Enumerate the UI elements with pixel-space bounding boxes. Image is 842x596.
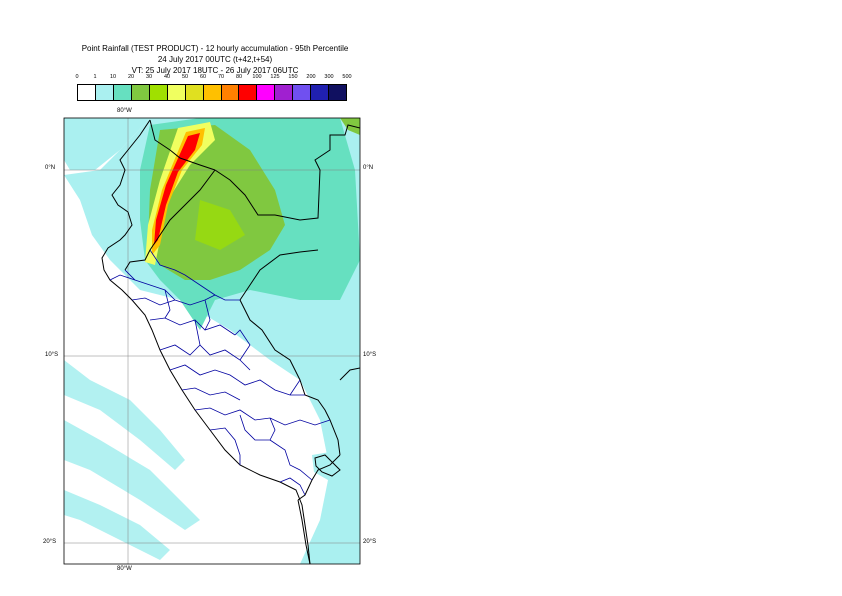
graticule [64,118,360,564]
legend-swatch [113,85,132,100]
admin-borders [109,249,331,496]
legend-swatch [311,85,330,100]
legend-swatch [257,85,276,100]
legend-swatch [221,85,240,100]
rain-lake-patch [312,452,338,480]
legend-threshold-label: 70 [217,74,225,80]
legend-threshold-label: 300 [324,74,334,80]
legend-threshold-label: 100 [252,74,262,80]
legend-swatch [293,85,312,100]
legend-swatch [167,85,186,100]
border-ecuador-peru [124,169,216,271]
admin-border [239,414,276,441]
lon-label-top: 80°W [117,108,132,114]
rain-orange-ridge [152,128,205,255]
country-borders [101,119,360,564]
admin-border [279,477,306,496]
legend-swatch [329,85,347,100]
admin-border [204,299,211,331]
title-line-3: VT: 25 July 2017 18UTC - 26 July 2017 06… [131,66,299,75]
border-peru-bolivia [297,454,341,501]
legend-threshold-label: 500 [342,74,352,80]
legend-threshold-label: 40 [163,74,171,80]
map-frame [63,117,361,565]
admin-border [109,274,136,281]
legend-swatch [185,85,204,100]
legend-swatch [78,85,96,100]
rain-red-cores [154,133,200,245]
legend-threshold-label: 20 [127,74,135,80]
admin-border [149,249,216,296]
border-peru-brazil [239,249,341,456]
admin-border [234,329,251,361]
lake-titicaca [314,454,341,477]
admin-border [169,364,305,396]
rain-light-band-far-south [64,490,170,560]
rain-light-band [64,360,185,470]
legend-color-bar [77,84,347,101]
legend-threshold-label: 200 [306,74,316,80]
legend-swatch [239,85,258,100]
legend-swatch [149,85,168,100]
legend-threshold-label: 50 [181,74,189,80]
rain-light-band-south [64,420,200,530]
rain-light-area-north [64,118,150,170]
legend-swatch [95,85,114,100]
border-colombia-peru-brazil [214,124,360,221]
admin-border [164,289,171,319]
map-content [64,118,360,564]
legend-threshold-labels: 0 1 10 20 30 40 50 60 70 80 100 125 150 200 300 500 [0,74,842,84]
border-brazil-bolivia [339,367,360,381]
legend-threshold-label: 0 [75,74,79,80]
lat-label-left-1: 10°S [45,352,59,358]
legend-threshold-label: 1 [93,74,97,80]
legend-threshold-label: 30 [145,74,153,80]
admin-border [181,387,241,401]
legend-swatch [275,85,294,100]
coastline [101,119,311,564]
title-line-2: 24 July 2017 00UTC (t+42,t+54) [157,55,273,64]
admin-border [159,344,201,356]
lat-label-left-0: 0°N [45,165,56,171]
legend-threshold-label: 60 [199,74,207,80]
admin-border [209,427,241,465]
lat-label-right-1: 10°S [363,352,377,358]
lon-label-bottom: 80°W [117,566,132,572]
legend-swatch [131,85,150,100]
admin-border [194,319,251,371]
admin-border [124,269,240,306]
rain-green-corner [340,118,360,135]
legend-threshold-label: 125 [270,74,280,80]
rain-green-patch [195,200,245,250]
legend-swatch [203,85,222,100]
legend-threshold-label: 80 [235,74,243,80]
lat-label-left-2: 20°S [43,539,57,545]
rainfall-field [64,118,360,564]
admin-border [194,407,331,426]
admin-border [131,297,176,306]
legend-threshold-label: 10 [109,74,117,80]
lat-label-right-0: 0°N [363,165,374,171]
legend-threshold-label: 150 [288,74,298,80]
title-line-1: Point Rainfall (TEST PRODUCT) - 12 hourl… [81,44,349,53]
lat-label-right-2: 20°S [363,539,377,545]
admin-border [269,439,313,481]
border-bolivia-chile [297,499,311,564]
admin-border [289,379,301,396]
border-colombia-ecuador [149,119,216,171]
